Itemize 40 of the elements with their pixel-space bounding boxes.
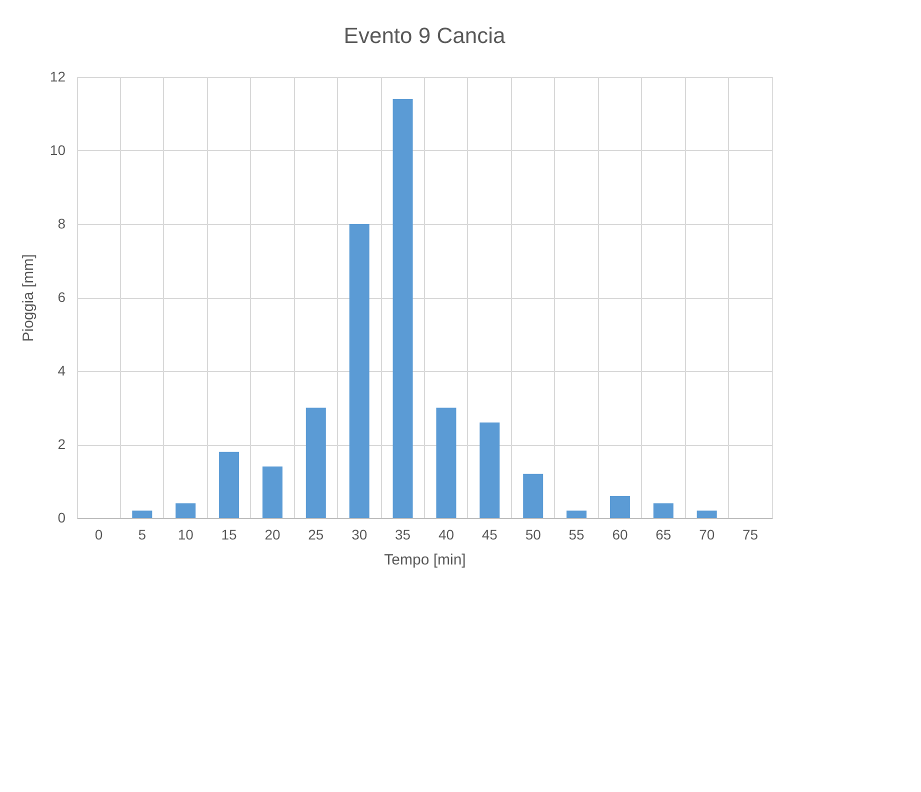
- bar: [523, 474, 544, 518]
- x-tick-label: 70: [699, 526, 715, 542]
- y-tick-label: 10: [50, 142, 66, 158]
- bar: [610, 496, 630, 518]
- x-tick-label: 30: [352, 526, 368, 542]
- x-tick-label: 10: [178, 526, 194, 542]
- x-tick-label: 45: [482, 526, 498, 542]
- x-tick-label: 0: [94, 526, 103, 542]
- bar: [306, 408, 326, 518]
- x-tick-label: 35: [394, 526, 411, 542]
- bar: [262, 466, 282, 518]
- x-tick-label: 25: [308, 526, 324, 542]
- y-tick-label: 12: [50, 68, 66, 84]
- y-axis-title: Pioggia [mm]: [20, 254, 37, 342]
- bar: [132, 510, 152, 518]
- y-tick-label: 6: [58, 289, 66, 305]
- x-tick-label: 55: [568, 526, 585, 542]
- x-tick-label: 75: [742, 526, 758, 542]
- bar: [653, 503, 674, 518]
- x-tick-label: 60: [612, 526, 628, 542]
- bar: [176, 503, 196, 518]
- y-tick-label: 2: [58, 436, 66, 452]
- x-tick-label: 20: [264, 526, 280, 542]
- y-tick-label: 0: [58, 510, 66, 526]
- x-tick-label: 15: [221, 526, 238, 542]
- x-tick-label: 65: [656, 526, 672, 542]
- chart-title: Evento 9 Cancia: [344, 23, 506, 48]
- y-tick-label: 4: [58, 362, 66, 378]
- bar: [349, 224, 370, 518]
- bar: [392, 99, 413, 518]
- y-tick-label: 8: [58, 216, 66, 232]
- x-axis-title: Tempo [min]: [384, 552, 466, 568]
- x-tick-label: 50: [525, 526, 542, 542]
- bar: [436, 408, 456, 518]
- bar: [480, 422, 500, 518]
- bar: [696, 510, 717, 518]
- bar: [566, 510, 587, 518]
- bar: [219, 452, 240, 518]
- x-tick-label: 40: [438, 526, 454, 542]
- x-tick-label: 5: [138, 526, 146, 542]
